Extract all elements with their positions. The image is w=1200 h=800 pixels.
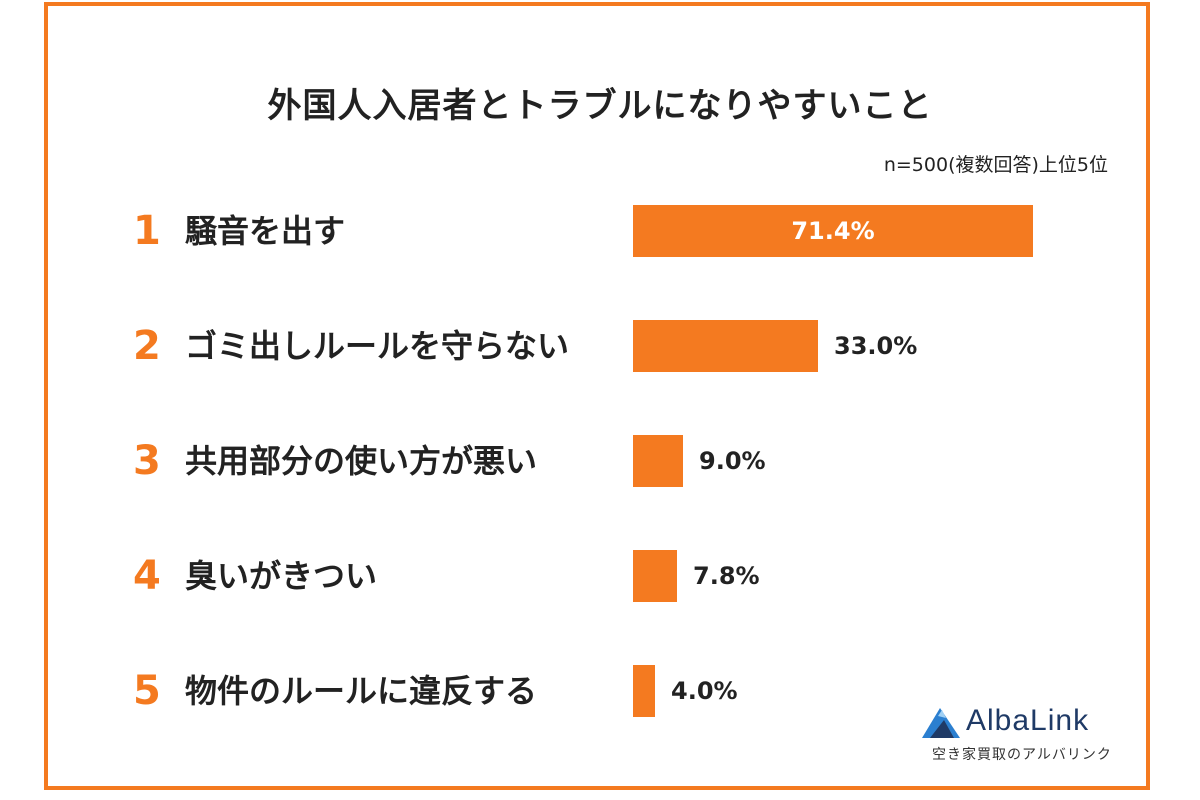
- rank-number: 5: [133, 668, 161, 714]
- category-label: 物件のルールに違反する: [185, 672, 538, 710]
- rank-number: 3: [133, 438, 161, 484]
- value-label: 33.0%: [834, 332, 918, 360]
- chart-frame: [44, 2, 1150, 790]
- category-label: 臭いがきつい: [185, 557, 378, 595]
- brand-name: AlbaLink: [966, 704, 1090, 737]
- bar-row: 4 臭いがきつい 7.8%: [0, 550, 1200, 602]
- bar-row: 1 騒音を出す 71.4%: [0, 205, 1200, 257]
- brand-tagline: 空き家買取のアルバリンク: [932, 747, 1112, 763]
- bar: [633, 320, 818, 372]
- category-label: 共用部分の使い方が悪い: [185, 442, 538, 480]
- bar-row: 5 物件のルールに違反する 4.0%: [0, 665, 1200, 717]
- bar-row: 3 共用部分の使い方が悪い 9.0%: [0, 435, 1200, 487]
- rank-number: 2: [133, 323, 161, 369]
- bar: [633, 550, 677, 602]
- bar-row: 2 ゴミ出しルールを守らない 33.0%: [0, 320, 1200, 372]
- category-label: 騒音を出す: [185, 212, 346, 250]
- value-label: 4.0%: [671, 677, 738, 705]
- value-label: 71.4%: [791, 217, 875, 245]
- bar: [633, 435, 683, 487]
- rank-number: 4: [133, 553, 161, 599]
- value-label: 7.8%: [693, 562, 760, 590]
- brand-logo: AlbaLink 空き家買取のアルバリンク: [920, 700, 1120, 770]
- rank-number: 1: [133, 208, 161, 254]
- sample-note: n=500(複数回答)上位5位: [883, 154, 1108, 176]
- value-label: 9.0%: [699, 447, 766, 475]
- chart-title: 外国人入居者とトラブルになりやすいこと: [267, 86, 933, 126]
- bar: [633, 205, 1033, 257]
- mountain-logo-icon: [922, 708, 960, 738]
- bar: [633, 665, 655, 717]
- category-label: ゴミ出しルールを守らない: [185, 327, 570, 365]
